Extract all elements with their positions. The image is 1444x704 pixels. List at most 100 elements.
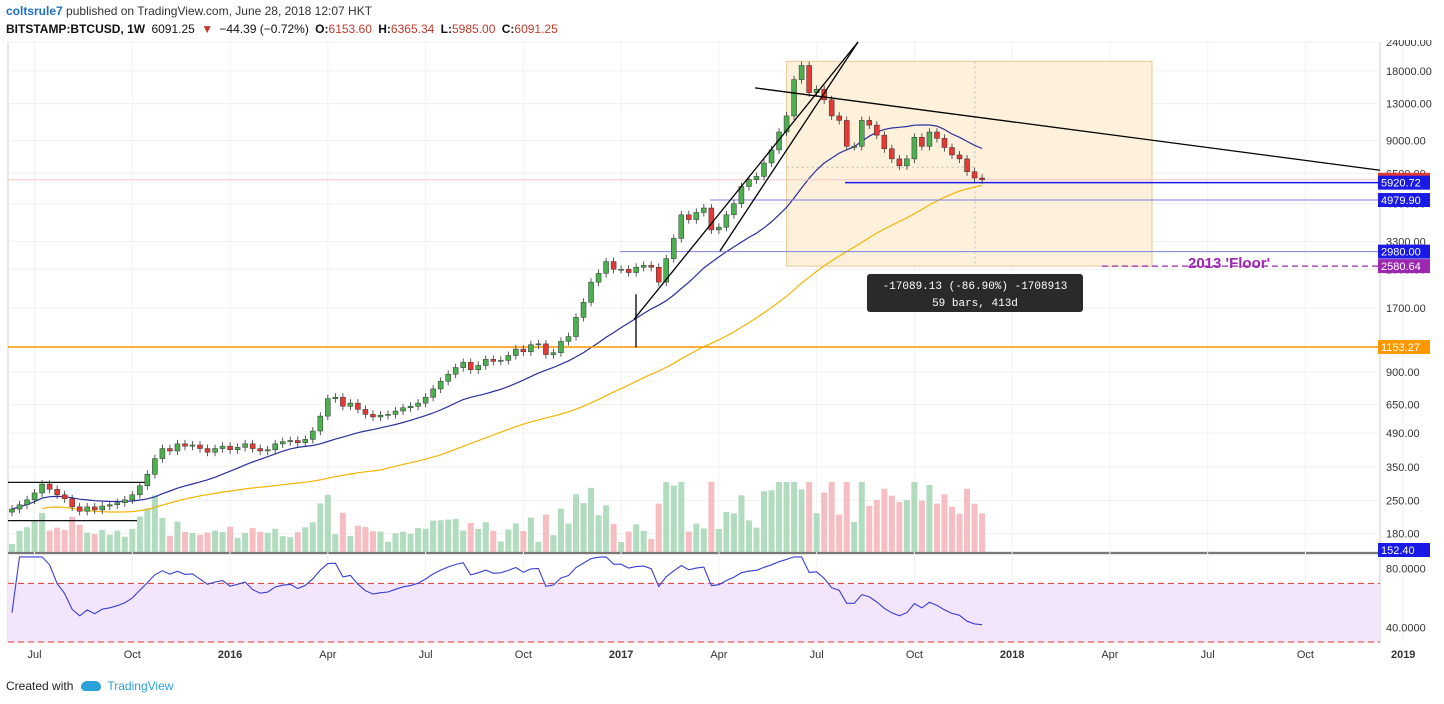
volume-bar	[189, 532, 196, 552]
symbol-label[interactable]: BITSTAMP:BTCUSD, 1W	[6, 22, 146, 36]
candle-body	[731, 203, 737, 216]
author-link[interactable]: coltsrule7	[6, 4, 63, 18]
price-badge-label: 2980.00	[1381, 247, 1421, 259]
tradingview-brand-label: TradingView	[107, 679, 174, 693]
candle-body	[347, 402, 354, 407]
volume-bar	[798, 489, 805, 552]
measure-line-2: 59 bars, 413d	[932, 298, 1018, 310]
candle-body	[467, 362, 474, 370]
candle-body	[377, 414, 384, 418]
candle-body	[964, 158, 970, 172]
volume-bar	[693, 523, 700, 552]
candle-body	[400, 407, 406, 412]
candle-body	[701, 207, 707, 213]
low-value: 5985.00	[451, 22, 496, 36]
created-with-label: Created with	[6, 679, 74, 693]
price-chart[interactable]: 24000.0018000.0013000.009000.006500.0048…	[0, 40, 1444, 670]
volume-bar	[197, 534, 203, 552]
candle-body	[498, 360, 504, 362]
volume-bar	[249, 527, 256, 552]
tradingview-link[interactable]: TradingView	[81, 679, 173, 693]
candle-body	[505, 355, 512, 361]
price-tick-label: 18000.00	[1386, 66, 1432, 78]
volume-bar	[362, 527, 369, 552]
publish-info: published on TradingView.com, June 28, 2…	[66, 4, 373, 18]
candle-body	[385, 414, 391, 416]
candle-body	[821, 88, 827, 101]
candle-body	[671, 238, 677, 259]
candle-body	[302, 439, 309, 443]
candle-body	[279, 441, 286, 445]
volume-bar	[926, 484, 933, 552]
volume-bar	[369, 531, 376, 552]
volume-bar	[212, 530, 219, 552]
candle-body	[648, 265, 654, 268]
volume-bar	[129, 528, 136, 552]
volume-bar	[618, 542, 625, 552]
time-tick-label: Oct	[124, 649, 141, 661]
candle-body	[791, 79, 797, 117]
candle-body	[310, 430, 316, 440]
candle-body	[716, 226, 722, 231]
volume-bar	[377, 531, 384, 552]
volume-bar	[159, 517, 166, 552]
price-badge: 5920.72	[1378, 175, 1430, 190]
candle-body	[16, 504, 23, 510]
volume-bar	[768, 490, 775, 552]
candle-body	[836, 115, 842, 121]
volume-bar	[956, 513, 963, 552]
volume-bar	[715, 529, 722, 552]
volume-bar	[791, 482, 798, 552]
candle-body	[219, 445, 226, 449]
volume-bar	[866, 505, 873, 552]
price-pane	[7, 41, 1381, 553]
volume-bar	[415, 527, 422, 552]
volume-bar	[542, 514, 549, 552]
volume-bar	[949, 506, 955, 552]
time-tick-label: 2018	[1000, 649, 1024, 661]
price-badge: 2580.64	[1378, 259, 1430, 274]
price-tick-label: 180.00	[1386, 529, 1420, 541]
close-label: C:	[501, 22, 515, 36]
time-tick-label: 2016	[218, 649, 242, 661]
volume-bar	[828, 482, 835, 552]
volume-bar	[573, 494, 579, 552]
candle-body	[565, 336, 572, 342]
candle-body	[686, 214, 692, 220]
time-tick-label: Oct	[906, 649, 923, 661]
volume-bar	[460, 530, 467, 552]
volume-bar	[347, 535, 354, 552]
candle-body	[69, 498, 75, 508]
candle-body	[144, 474, 151, 487]
candle-body	[182, 443, 188, 447]
price-badge-label: 2580.64	[1381, 261, 1421, 273]
candle-body	[528, 344, 534, 353]
price-tick-label: 900.00	[1386, 367, 1420, 379]
open-label: O:	[315, 22, 329, 36]
candle-body	[633, 267, 639, 273]
volume-bar	[400, 531, 407, 552]
volume-bar	[166, 535, 173, 552]
price-badge-label: 5920.72	[1381, 178, 1421, 190]
candle-body	[422, 396, 429, 404]
volume-bar	[482, 522, 489, 552]
volume-bar	[730, 513, 737, 552]
price-tick-label: 1700.00	[1386, 303, 1426, 315]
volume-bar	[385, 541, 391, 552]
low-label: L:	[440, 22, 452, 36]
candle-body	[761, 162, 767, 177]
volume-bar	[512, 523, 519, 552]
volume-bar	[84, 532, 91, 552]
high-label: H:	[378, 22, 391, 36]
volume-bar	[422, 528, 429, 552]
volume-bar	[445, 519, 452, 552]
candle-body	[746, 179, 752, 187]
volume-bar	[114, 530, 121, 552]
candle-body	[392, 410, 399, 415]
volume-bar	[279, 536, 286, 552]
volume-bar	[588, 487, 595, 552]
candle-body	[415, 402, 421, 407]
candle-body	[859, 120, 865, 147]
candle-body	[595, 273, 602, 283]
candle-body	[783, 115, 790, 133]
